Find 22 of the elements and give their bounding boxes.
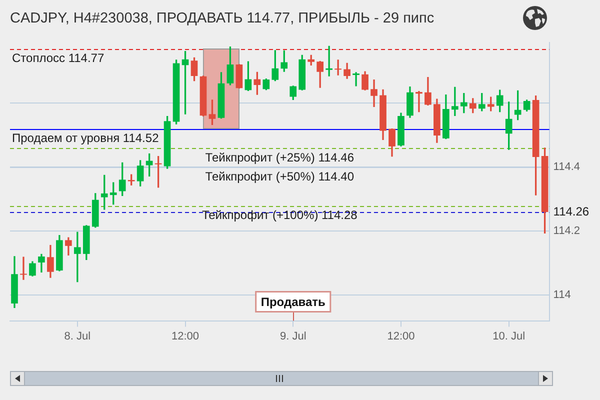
candlestick [20,256,27,280]
y-tick-label: 114.2 [553,225,580,238]
x-tick-label: 10. Jul [492,330,526,342]
candlestick [416,91,422,112]
x-tick-label: 12:00 [387,330,415,342]
y-tick-label: 114 [553,289,571,302]
ref-line-label: Тейкпрофит (+50%) 114.40 [205,170,354,184]
candlestick [326,46,332,76]
x-tick-label: 9. Jul [280,330,306,342]
chart-title: CADJPY, H4#230038, ПРОДАВАТЬ 114.77, ПРИБЫЛЬ - 29 пипс [10,10,434,27]
ref-line-label: Тейкпрофит (+100%) 114.28 [202,208,358,222]
x-tick-label: 12:00 [172,330,200,342]
y-tick-label: 114.4 [553,161,580,174]
ref-line-label: Стоплосс 114.77 [12,51,104,66]
candlestick [352,72,360,86]
x-tick-label: 8. Jul [64,330,91,342]
ref-line-label: Продаем от уровня 114.52 [12,131,160,146]
annotation: Продавать [260,295,326,310]
candlestick [370,80,378,108]
ref-line-label: 114.26 [553,204,590,218]
ref-line-label: Тейкпрофит (+25%) 114.46 [205,150,354,164]
candlestick [334,60,342,76]
